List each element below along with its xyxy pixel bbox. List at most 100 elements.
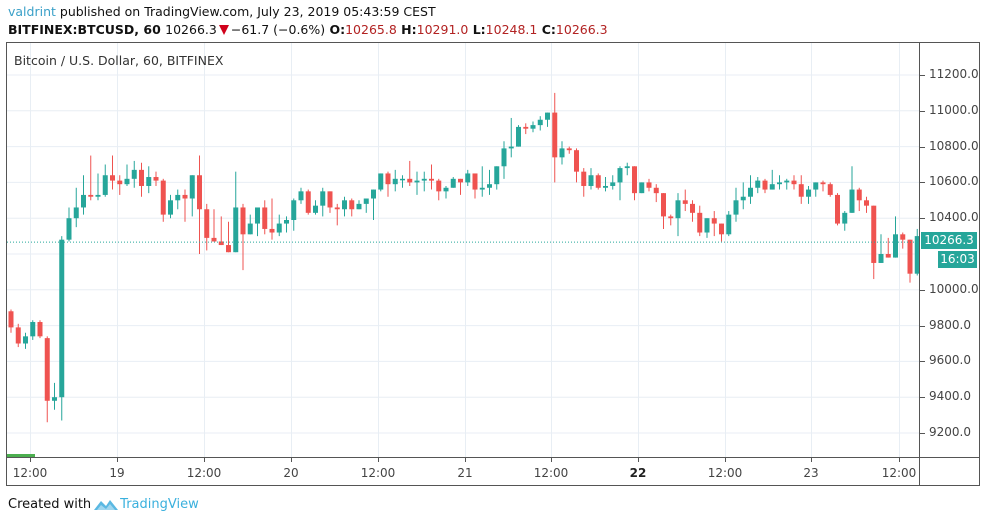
candle-body (240, 207, 246, 235)
candle-body (102, 175, 108, 195)
symbol-label: BITFINEX:BTCUSD, 60 (8, 22, 161, 37)
candle-body (443, 187, 449, 192)
candle-body (900, 234, 906, 240)
candle-body (66, 218, 72, 240)
chart-frame (6, 42, 980, 486)
candle-body (124, 178, 130, 185)
candle-body (798, 184, 804, 197)
time-tick (811, 458, 812, 462)
footer: Created with TradingView (8, 497, 199, 512)
down-arrow-icon (218, 25, 229, 35)
candle-body (552, 112, 558, 158)
publish-text: published on TradingView.com, July 23, 2… (55, 4, 436, 19)
candle-body (204, 209, 210, 238)
candle-body (131, 169, 137, 179)
candle-body (30, 322, 36, 337)
candle-body (233, 207, 239, 253)
candle-body (88, 194, 94, 197)
price-label: 9800.0 (929, 317, 971, 332)
candle-body (182, 194, 188, 199)
candle-body (755, 180, 761, 188)
candle-body (835, 194, 840, 224)
candle-body (740, 196, 746, 201)
candle-body (646, 182, 652, 188)
candle-body (653, 187, 659, 194)
candle-body (813, 182, 819, 190)
candle-body (218, 241, 224, 246)
candle-body (226, 245, 231, 253)
price-label: 10000.0 (929, 281, 979, 296)
candle-body (559, 148, 565, 158)
candle-body (197, 175, 202, 210)
candle-body (523, 126, 529, 129)
candle-body (378, 173, 384, 190)
candle-body (733, 200, 739, 215)
candle-body (530, 125, 536, 129)
time-label: 12:00 (12, 466, 48, 480)
candle-body (885, 254, 891, 258)
volume-bar (7, 454, 35, 457)
author-link[interactable]: valdrint (8, 4, 56, 19)
candle-body (827, 184, 833, 195)
candle-body (907, 239, 913, 274)
candle-body (508, 146, 514, 149)
candle-body (110, 175, 115, 181)
candle-body (501, 148, 507, 167)
candle-body (661, 193, 666, 217)
candle-body (349, 200, 355, 210)
candle-body (748, 187, 753, 197)
time-tick (30, 458, 31, 462)
price-tick (920, 146, 925, 148)
price-tick (920, 289, 925, 291)
candle-body (37, 322, 43, 337)
candle-body (421, 178, 427, 181)
candle-body (139, 169, 144, 186)
price-tick (920, 75, 925, 76)
price-label: 10600.0 (929, 174, 979, 189)
chart-title: Bitcoin / U.S. Dollar, 60, BITFINEX (14, 53, 224, 68)
candle-body (632, 166, 637, 194)
price-tick (920, 433, 925, 434)
tradingview-logo-icon (94, 500, 119, 510)
candle-body (458, 178, 463, 183)
candle-body (363, 198, 369, 204)
time-label: 19 (109, 466, 125, 480)
candle-body (465, 173, 471, 183)
tradingview-link[interactable]: TradingView (120, 497, 199, 512)
candle-body (342, 200, 347, 210)
time-label: 12:00 (186, 466, 222, 480)
candle-body (726, 214, 732, 235)
candle-body (44, 338, 50, 401)
candle-body (668, 216, 674, 219)
candle-body (856, 189, 862, 201)
candle-body (719, 223, 724, 235)
candle-body (334, 207, 340, 210)
candle-body (168, 200, 173, 215)
publish-info: valdrint published on TradingView.com, J… (8, 4, 436, 19)
candle-body (392, 178, 398, 185)
price-label: 10800.0 (929, 138, 979, 153)
last-price: 10266.3 (165, 22, 217, 37)
open-label: O: (329, 22, 346, 37)
candle-body (704, 218, 710, 233)
countdown-tag: 16:03 (938, 251, 977, 268)
time-label: 12:00 (533, 466, 569, 480)
candle-body (298, 191, 304, 201)
last-price-tag: 10266.3 (921, 232, 977, 249)
candle-body (407, 178, 413, 183)
candle-body (479, 187, 485, 190)
candle-body (762, 180, 768, 190)
price-label: 11200.0 (929, 67, 979, 81)
candle-body (153, 177, 159, 181)
price-label: 10400.0 (929, 210, 979, 225)
candle-body (494, 166, 500, 185)
candle-body (160, 180, 166, 215)
price-axis-border (919, 43, 920, 485)
candle-body (697, 212, 703, 233)
candle-body (806, 189, 811, 197)
high-label: H: (401, 22, 417, 37)
candle-body (784, 180, 790, 183)
candle-body (320, 191, 326, 206)
candle-body (864, 200, 869, 206)
candlestick-plot[interactable] (7, 43, 919, 457)
